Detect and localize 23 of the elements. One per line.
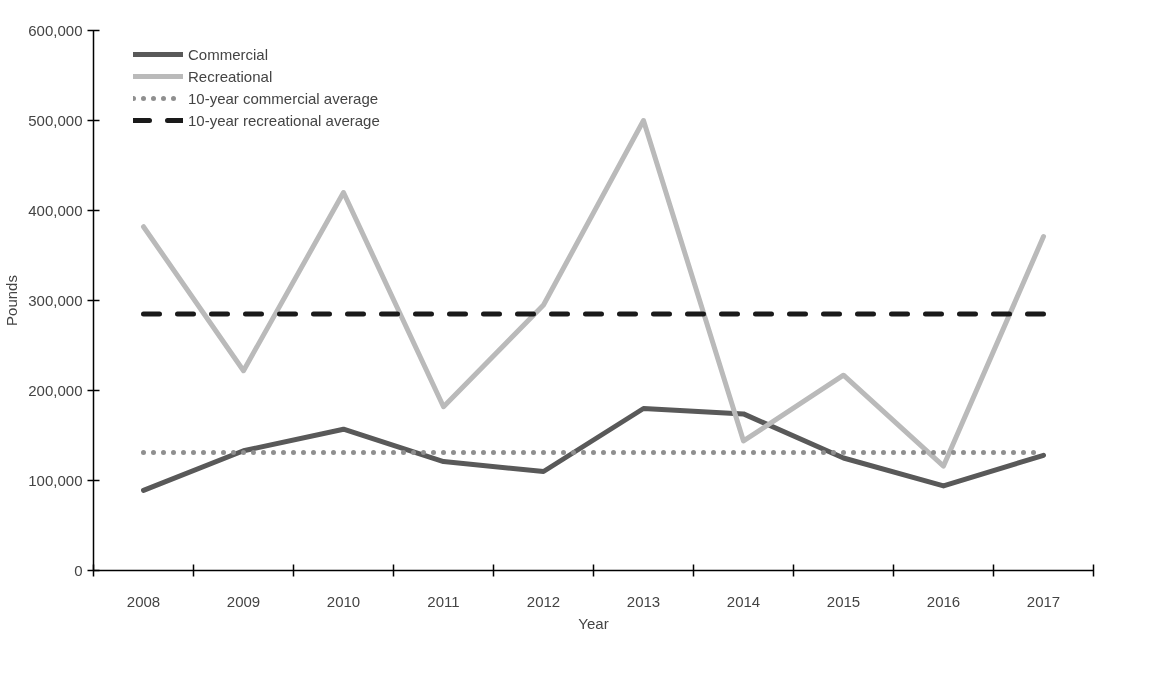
y-tick-label: 0: [74, 561, 83, 579]
legend-label: Commercial: [188, 45, 269, 63]
y-tick-label: 500,000: [28, 111, 83, 129]
x-tick-label: 2008: [126, 592, 161, 610]
y-tick-label: 300,000: [28, 291, 83, 309]
x-tick-label: 2014: [726, 592, 761, 610]
legend-label: Recreational: [188, 67, 273, 85]
y-axis-title: Pounds: [3, 275, 21, 326]
legend-label: 10-year commercial average: [188, 89, 379, 107]
legend-label: 10-year recreational average: [188, 111, 380, 129]
x-tick-label: 2013: [626, 592, 661, 610]
x-tick-label: 2012: [526, 592, 561, 610]
x-tick-label: 2016: [926, 592, 961, 610]
y-tick-label: 100,000: [28, 471, 83, 489]
y-tick-label: 400,000: [28, 201, 83, 219]
x-tick-label: 2017: [1026, 592, 1061, 610]
x-tick-label: 2015: [826, 592, 861, 610]
x-tick-label: 2009: [226, 592, 261, 610]
x-tick-label: 2010: [326, 592, 361, 610]
x-axis-title: Year: [578, 614, 609, 632]
y-tick-label: 200,000: [28, 381, 83, 399]
x-tick-label: 2011: [427, 592, 460, 610]
y-tick-label: 600,000: [28, 21, 83, 39]
